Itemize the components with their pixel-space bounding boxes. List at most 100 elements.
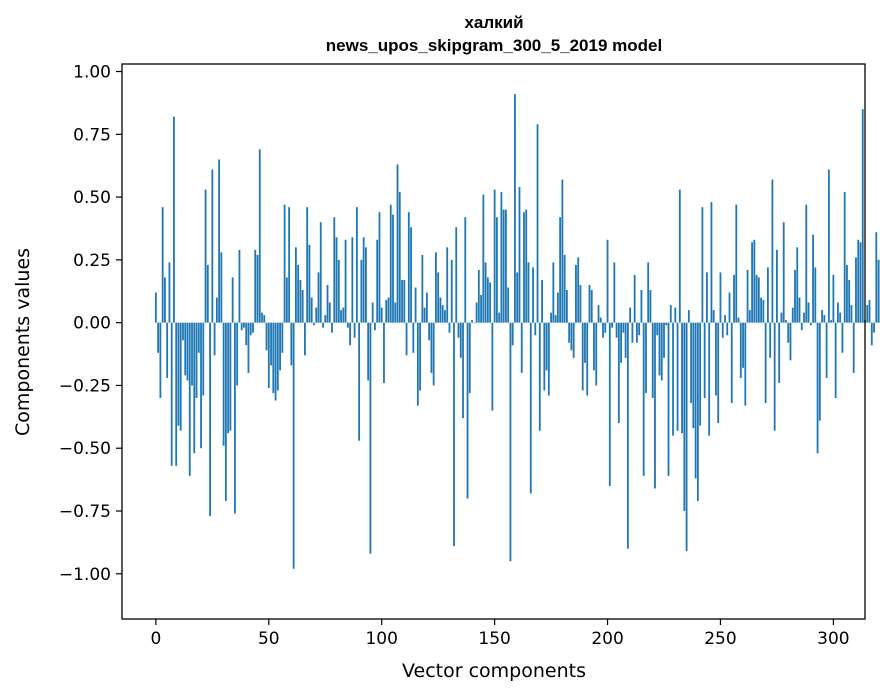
bar-39 xyxy=(243,322,245,328)
bar-190 xyxy=(584,322,586,363)
bar-76 xyxy=(326,285,329,323)
x-tick-label: 300 xyxy=(817,629,849,649)
bar-21 xyxy=(202,322,205,396)
bar-145 xyxy=(482,194,485,323)
bar-208 xyxy=(624,322,627,358)
bar-38 xyxy=(240,322,243,331)
bar-224 xyxy=(660,322,663,381)
bar-177 xyxy=(554,315,557,323)
bar-74 xyxy=(322,322,324,328)
bar-312 xyxy=(859,242,862,323)
bar-151 xyxy=(495,217,498,323)
bar-226 xyxy=(665,322,668,326)
bar-95 xyxy=(369,322,372,554)
bar-8 xyxy=(173,116,175,323)
bar-121 xyxy=(428,322,431,341)
bar-146 xyxy=(484,262,487,323)
bar-228 xyxy=(669,305,672,323)
bar-29 xyxy=(220,252,223,323)
bar-262 xyxy=(746,269,749,323)
bar-62 xyxy=(294,247,297,323)
chart-title-line-1: халкий xyxy=(464,13,523,32)
bar-119 xyxy=(423,307,426,323)
bar-113 xyxy=(410,227,412,323)
bar-165 xyxy=(527,262,530,323)
bar-210 xyxy=(629,307,632,323)
bar-317 xyxy=(870,322,873,346)
bar-108 xyxy=(398,192,401,323)
bar-4 xyxy=(164,277,166,323)
bar-266 xyxy=(755,274,758,323)
bar-319 xyxy=(875,232,878,323)
bar-141 xyxy=(473,322,476,324)
bar-264 xyxy=(751,242,753,323)
bar-96 xyxy=(371,302,374,323)
bar-294 xyxy=(818,322,821,421)
bar-66 xyxy=(304,322,306,356)
bar-219 xyxy=(649,290,652,323)
bar-199 xyxy=(604,322,607,333)
bar-178 xyxy=(556,292,559,323)
bar-172 xyxy=(543,322,546,391)
bar-278 xyxy=(782,222,785,323)
bar-52 xyxy=(272,322,275,393)
bar-281 xyxy=(789,322,792,361)
bar-115 xyxy=(414,287,417,323)
bar-290 xyxy=(809,322,812,326)
bar-98 xyxy=(376,239,379,323)
bar-80 xyxy=(335,237,338,323)
bar-70 xyxy=(313,322,315,326)
bar-263 xyxy=(748,310,751,323)
bar-232 xyxy=(678,189,681,323)
bar-300 xyxy=(832,274,835,323)
bar-75 xyxy=(324,315,327,323)
bar-14 xyxy=(186,322,189,381)
bar-124 xyxy=(435,252,437,323)
bar-91 xyxy=(360,259,363,323)
bar-164 xyxy=(525,209,528,323)
bar-265 xyxy=(753,239,756,323)
bar-260 xyxy=(742,322,744,368)
bar-271 xyxy=(766,267,769,323)
bar-217 xyxy=(645,322,647,393)
bar-250 xyxy=(719,272,722,323)
bar-147 xyxy=(486,277,489,323)
x-axis-title: Vector components xyxy=(402,660,586,682)
bar-13 xyxy=(184,322,187,376)
bar-144 xyxy=(480,295,482,323)
bar-309 xyxy=(852,322,855,373)
bar-122 xyxy=(430,322,433,373)
bar-251 xyxy=(721,322,724,338)
bar-292 xyxy=(814,267,817,323)
bar-181 xyxy=(563,254,566,323)
bar-259 xyxy=(739,322,742,378)
bar-318 xyxy=(873,322,875,333)
bar-112 xyxy=(407,212,410,323)
bar-291 xyxy=(812,234,814,323)
x-axis: 0 50 100 150 200 250 300 xyxy=(150,619,850,649)
bar-242 xyxy=(701,207,704,323)
bar-19 xyxy=(197,322,200,353)
bar-100 xyxy=(380,307,383,323)
bar-298 xyxy=(827,169,830,323)
bar-302 xyxy=(837,302,839,323)
bar-244 xyxy=(706,272,708,323)
y-tick-label: 0.50 xyxy=(73,188,111,208)
bar-211 xyxy=(631,322,634,343)
bar-34 xyxy=(231,277,234,323)
bar-161 xyxy=(518,187,521,323)
bar-194 xyxy=(593,322,595,371)
bar-187 xyxy=(577,257,580,323)
bar-186 xyxy=(575,264,577,323)
bar-131 xyxy=(450,259,453,323)
bar-61 xyxy=(292,322,295,569)
bar-261 xyxy=(744,322,747,406)
bar-125 xyxy=(437,272,440,323)
bar-3 xyxy=(161,207,164,323)
bar-28 xyxy=(218,159,221,323)
bar-173 xyxy=(545,322,548,371)
bar-201 xyxy=(608,322,611,486)
bar-277 xyxy=(780,312,783,323)
bar-245 xyxy=(708,322,711,436)
bar-24 xyxy=(209,322,211,517)
